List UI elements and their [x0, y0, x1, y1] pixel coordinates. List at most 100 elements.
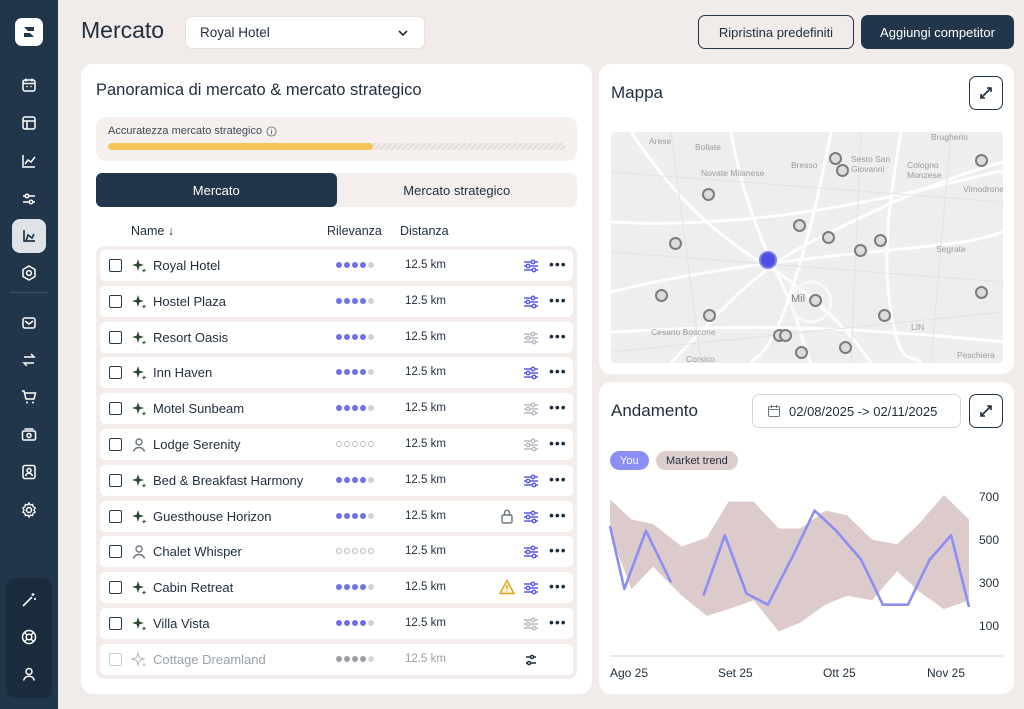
- column-header-distance[interactable]: Distanza: [400, 224, 449, 238]
- competitor-map-pin[interactable]: [654, 288, 668, 302]
- table-row[interactable]: Guesthouse Horizon 12.5 km •••: [100, 500, 573, 532]
- sidebar-item-money[interactable]: [12, 418, 46, 452]
- sidebar-bottom-lifebuoy[interactable]: [12, 620, 46, 654]
- competitor-map-pin[interactable]: [702, 308, 716, 322]
- competitor-map-pin[interactable]: [701, 187, 715, 201]
- competitor-map-pin[interactable]: [974, 285, 988, 299]
- add-competitor-button[interactable]: Aggiungi competitor: [861, 15, 1014, 49]
- table-row[interactable]: Hostel Plaza 12.5 km •••: [100, 285, 573, 317]
- table-row[interactable]: Inn Haven 12.5 km •••: [100, 357, 573, 389]
- row-checkbox[interactable]: [109, 402, 122, 416]
- row-checkbox[interactable]: [109, 617, 122, 630]
- competitor-map-pin[interactable]: [794, 345, 808, 359]
- row-checkbox[interactable]: [109, 473, 122, 487]
- map-expand-button[interactable]: [969, 76, 1003, 110]
- sidebar-item-sliders[interactable]: [12, 182, 46, 216]
- adjust-icon[interactable]: [522, 472, 540, 490]
- own-hotel-map-pin[interactable]: [759, 251, 777, 269]
- more-options-icon[interactable]: •••: [549, 542, 567, 559]
- table-row[interactable]: Lodge Serenity 12.5 km •••: [100, 429, 573, 460]
- competitor-map-pin[interactable]: [778, 328, 792, 342]
- adjust-icon[interactable]: [522, 400, 540, 418]
- competitor-map-pin[interactable]: [835, 163, 849, 177]
- table-row[interactable]: Motel Sunbeam 12.5 km •••: [100, 393, 573, 425]
- table-row[interactable]: Resort Oasis 12.5 km •••: [100, 321, 573, 353]
- competitor-map-pin[interactable]: [974, 153, 988, 167]
- competitor-name: Lodge Serenity: [153, 437, 241, 452]
- competitor-map-pin[interactable]: [808, 293, 822, 307]
- adjust-icon[interactable]: [522, 508, 540, 526]
- adjust-icon[interactable]: [522, 651, 540, 669]
- sidebar-item-cart[interactable]: [12, 380, 46, 414]
- competitor-map-pin[interactable]: [828, 151, 842, 165]
- sidebar-item-contact[interactable]: [12, 455, 46, 489]
- competitor-map-pin[interactable]: [821, 230, 835, 244]
- reset-defaults-button[interactable]: Ripristina predefiniti: [698, 15, 854, 49]
- sidebar-item-layout[interactable]: [12, 106, 46, 140]
- more-options-icon[interactable]: •••: [549, 291, 567, 308]
- legend-you[interactable]: You: [610, 451, 649, 470]
- adjust-icon[interactable]: [522, 579, 540, 597]
- sidebar-bottom-magic-wand[interactable]: [12, 583, 46, 617]
- sidebar-item-inbox[interactable]: [12, 306, 46, 340]
- adjust-icon[interactable]: [522, 364, 540, 382]
- adjust-icon[interactable]: [522, 257, 540, 275]
- trend-expand-button[interactable]: [969, 394, 1003, 428]
- tab-mercato-strategico[interactable]: Mercato strategico: [403, 182, 511, 198]
- sidebar-item-calendar[interactable]: [12, 68, 46, 102]
- row-checkbox[interactable]: [109, 652, 122, 666]
- row-checkbox[interactable]: [109, 438, 122, 451]
- more-options-icon[interactable]: •••: [549, 256, 567, 272]
- row-checkbox[interactable]: [109, 294, 122, 308]
- adjust-icon[interactable]: [522, 329, 540, 347]
- sidebar-item-chart-line[interactable]: [12, 144, 46, 178]
- row-checkbox[interactable]: [109, 330, 122, 344]
- legend-market-trend[interactable]: Market trend: [656, 451, 738, 470]
- more-options-icon[interactable]: •••: [549, 578, 567, 595]
- adjust-icon[interactable]: [522, 436, 540, 454]
- transfer-icon: [22, 353, 36, 367]
- table-row[interactable]: Royal Hotel 12.5 km •••: [100, 250, 573, 281]
- competitor-map-pin[interactable]: [838, 340, 852, 354]
- sidebar-item-gear[interactable]: [12, 493, 46, 527]
- more-options-icon[interactable]: •••: [549, 327, 567, 344]
- table-row[interactable]: Cabin Retreat 12.5 km •••: [100, 572, 573, 604]
- more-options-icon[interactable]: •••: [549, 363, 567, 380]
- info-icon[interactable]: [266, 125, 277, 137]
- adjust-icon[interactable]: [522, 615, 540, 633]
- adjust-icon[interactable]: [522, 293, 540, 311]
- tab-mercato[interactable]: Mercato: [96, 173, 337, 207]
- row-checkbox[interactable]: [109, 545, 122, 559]
- more-options-icon[interactable]: •••: [549, 506, 567, 523]
- sidebar-item-market[interactable]: [12, 219, 46, 253]
- adjust-icon[interactable]: [522, 543, 540, 561]
- sidebar-item-settings-hex[interactable]: [12, 256, 46, 290]
- row-checkbox[interactable]: [109, 259, 122, 272]
- table-row[interactable]: Chalet Whisper 12.5 km •••: [100, 536, 573, 568]
- date-range-picker[interactable]: 02/08/2025 -> 02/11/2025: [752, 394, 961, 428]
- column-header-name[interactable]: Name ↓: [131, 224, 175, 238]
- sidebar-item-transfer[interactable]: [12, 343, 46, 377]
- more-options-icon[interactable]: •••: [549, 435, 567, 451]
- relevance-dot: [360, 405, 366, 412]
- sidebar-bottom-user[interactable]: [12, 657, 46, 691]
- more-options-icon[interactable]: •••: [549, 470, 567, 487]
- competitor-map-pin[interactable]: [853, 243, 867, 257]
- app-logo[interactable]: [15, 18, 43, 46]
- table-row[interactable]: Cottage Dreamland 12.5 km: [100, 643, 573, 675]
- hotel-select[interactable]: Royal Hotel: [185, 16, 425, 49]
- table-row[interactable]: Bed & Breakfast Harmony 12.5 km •••: [100, 464, 573, 496]
- table-row[interactable]: Villa Vista 12.5 km •••: [100, 608, 573, 639]
- row-checkbox[interactable]: [109, 366, 122, 380]
- competitor-map-pin[interactable]: [668, 236, 682, 250]
- competitor-map-pin[interactable]: [792, 218, 806, 232]
- more-options-icon[interactable]: •••: [549, 614, 567, 630]
- column-header-relevance[interactable]: Rilevanza: [327, 224, 382, 238]
- competitor-map-pin[interactable]: [873, 233, 887, 247]
- competitor-map-pin[interactable]: [877, 308, 891, 322]
- row-checkbox[interactable]: [109, 581, 122, 595]
- row-checkbox[interactable]: [109, 509, 122, 523]
- map-view[interactable]: Arese Bollate Bresso Sesto San Giovanni Colog…: [611, 132, 1003, 363]
- accuracy-label-text: Accuratezza mercato strategico: [108, 125, 263, 137]
- more-options-icon[interactable]: •••: [549, 399, 567, 416]
